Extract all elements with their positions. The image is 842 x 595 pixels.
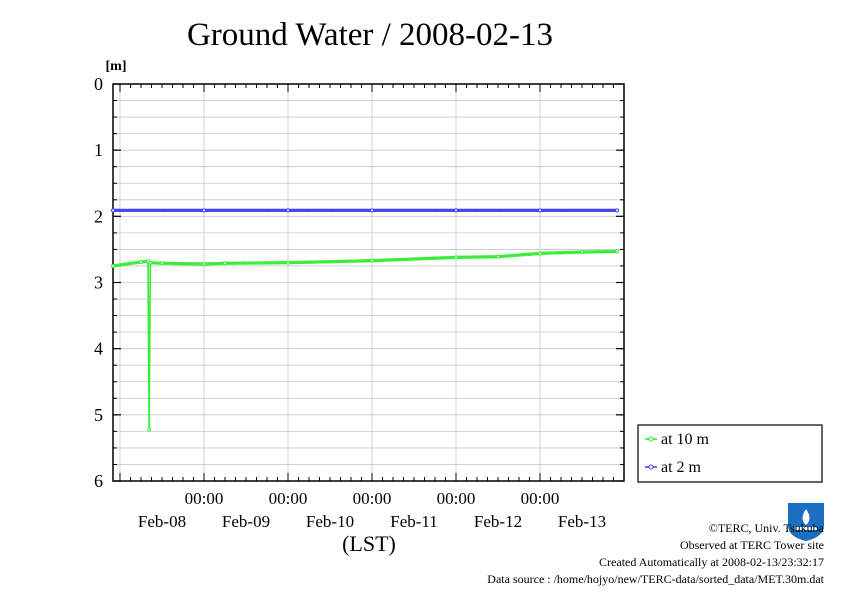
y-axis: 0 1 2 3 4 5 6 <box>94 74 624 491</box>
chart-title: Ground Water / 2008-02-13 <box>187 17 553 53</box>
x-time-label: 00:00 <box>269 489 308 508</box>
grid-lines <box>113 83 624 482</box>
credit-observed: Observed at TERC Tower site <box>680 538 824 552</box>
legend-marker <box>648 436 654 442</box>
credit-copyright: ©TERC, Univ. Tsukuba <box>709 521 825 535</box>
x-date-label: Feb-10 <box>306 512 354 531</box>
x-time-label: 00:00 <box>353 489 392 508</box>
data-point <box>160 261 165 266</box>
data-point <box>286 260 291 265</box>
data-point <box>148 260 153 265</box>
data-point <box>454 208 459 213</box>
legend-label: at 2 m <box>661 459 702 476</box>
credit-source: Data source : /home/hojyo/new/TERC-data/… <box>487 572 824 586</box>
data-point <box>551 208 555 213</box>
x-time-label: 00:00 <box>521 489 560 508</box>
y-axis-unit-label: [m] <box>106 59 127 74</box>
data-point <box>202 208 207 213</box>
legend: at 10 m at 2 m <box>637 424 823 483</box>
data-point <box>580 250 585 255</box>
data-point <box>223 261 228 266</box>
series-line <box>112 250 618 430</box>
data-point <box>286 208 291 213</box>
data-point <box>202 261 207 266</box>
data-point <box>584 208 588 213</box>
data-point <box>111 208 115 213</box>
data-point <box>111 263 115 268</box>
logo-drop-icon <box>802 509 810 525</box>
x-axis: 00:00 00:00 00:00 00:00 00:00 Feb-08 Feb-09 Feb… <box>119 84 615 531</box>
y-tick-label: 4 <box>94 339 103 359</box>
y-tick-label: 6 <box>94 471 103 491</box>
data-point <box>615 249 620 254</box>
x-date-label: Feb-11 <box>390 512 438 531</box>
data-point <box>370 258 375 263</box>
data-point <box>496 254 501 259</box>
data-point <box>370 208 375 213</box>
x-time-label: 00:00 <box>437 489 476 508</box>
data-series <box>111 208 620 432</box>
credit-created: Created Automatically at 2008-02-13/23:3… <box>599 555 824 569</box>
y-tick-label: 5 <box>94 405 103 425</box>
legend-box <box>637 424 823 483</box>
legend-marker <box>648 464 654 470</box>
x-date-label: Feb-09 <box>222 512 270 531</box>
y-tick-label: 1 <box>94 140 103 160</box>
data-point <box>538 251 543 256</box>
x-date-label: Feb-13 <box>558 512 606 531</box>
data-point <box>454 255 459 260</box>
y-tick-label: 3 <box>94 273 103 293</box>
data-point <box>538 208 543 213</box>
logo-band-icon <box>795 527 817 530</box>
y-tick-label: 2 <box>94 206 103 226</box>
x-date-label: Feb-08 <box>138 512 186 531</box>
data-point <box>147 427 152 432</box>
data-point <box>599 208 604 213</box>
data-point <box>615 208 620 213</box>
x-date-label: Feb-12 <box>474 512 522 531</box>
legend-label: at 10 m <box>661 431 710 448</box>
terc-logo <box>788 503 824 541</box>
data-point <box>139 259 144 264</box>
data-point <box>566 208 571 213</box>
x-time-label: 00:00 <box>185 489 224 508</box>
x-axis-label: (LST) <box>342 531 396 556</box>
y-tick-label: 0 <box>94 74 103 94</box>
